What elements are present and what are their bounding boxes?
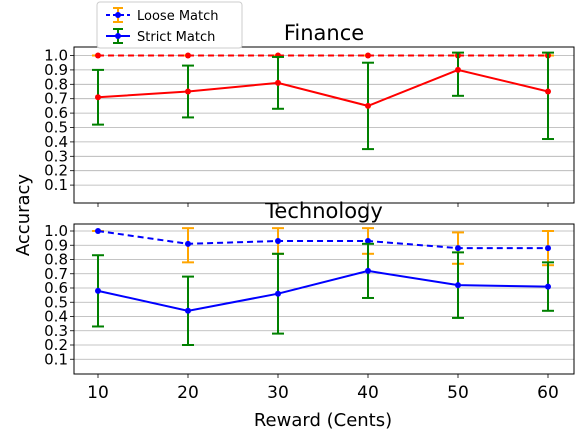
technology-ytick-label: 0.5 [44,293,68,311]
technology-loose-match-point [185,240,191,247]
finance-loose-match-point [365,52,371,59]
xtick-label: 20 [177,383,199,403]
finance-ytick-label: 0.3 [44,147,68,165]
xtick-label: 60 [537,383,559,403]
technology-ytick-label: 0.3 [44,322,68,340]
finance-ytick-label: 0.9 [44,61,68,79]
x-axis-label: Reward (Cents) [254,410,392,431]
legend-label: Loose Match [137,9,219,24]
legend-label: Strict Match [137,30,215,45]
technology-loose-match-point [365,237,371,244]
technology-ytick-label: 0.6 [44,279,68,297]
technology-ytick-label: 0.4 [44,308,68,326]
finance-strict-match-point [545,88,551,95]
finance-ytick-label: 0.4 [44,133,68,151]
technology-ytick-label: 0.2 [44,336,68,354]
xtick-label: 30 [267,383,289,403]
finance-strict-match-point [365,102,371,109]
technology-ytick-label: 0.7 [44,265,68,283]
finance-loose-match-point [185,52,191,59]
technology-strict-match-point [185,307,191,314]
finance-title: Finance [284,21,364,45]
finance-ytick-label: 1.0 [44,47,68,65]
technology-strict-match-point [455,282,461,289]
technology-title: Technology [264,199,383,223]
legend-box [96,1,243,49]
finance-strict-match-point [455,66,461,73]
finance-ytick-label: 0.2 [44,162,68,180]
finance-loose-match-point [95,52,101,59]
technology-ytick-label: 0.8 [44,251,68,269]
technology-plot-frame [73,223,575,375]
finance-ytick-label: 0.7 [44,90,68,108]
finance-ytick-label: 0.1 [44,176,68,194]
technology-ytick-label: 0.9 [44,236,68,254]
technology-strict-match-point [365,267,371,274]
y-axis-label: Accuracy [13,174,34,257]
technology-ytick-label: 1.0 [44,222,68,240]
xtick-label: 50 [447,383,469,403]
technology-loose-match-point [95,228,101,234]
finance-ytick-label: 0.8 [44,75,68,93]
xtick-label: 10 [87,383,109,403]
finance-plot-frame [73,46,575,204]
technology-ytick-label: 0.1 [44,350,68,368]
finance-ytick-label: 0.6 [44,104,68,122]
legend: Loose Match Strict Match [96,1,243,49]
technology-strict-match-point [95,287,101,294]
technology-strict-match-point [545,283,551,290]
finance-strict-match-point [185,88,191,95]
finance-ytick-label: 0.5 [44,119,68,137]
legend-marker-icon [115,33,121,39]
finance-strict-match-point [95,94,101,101]
technology-loose-match-line [97,230,548,250]
technology-strict-match-line [97,269,549,312]
finance-strict-match-line [97,68,549,107]
xtick-label: 40 [357,383,379,403]
finance-strict-match-point [275,79,281,86]
technology-loose-match-point [455,245,461,252]
legend-marker-icon [115,12,121,18]
technology-loose-match-point [545,245,551,252]
technology-loose-match-point [275,237,281,244]
technology-strict-match-point [275,290,281,297]
